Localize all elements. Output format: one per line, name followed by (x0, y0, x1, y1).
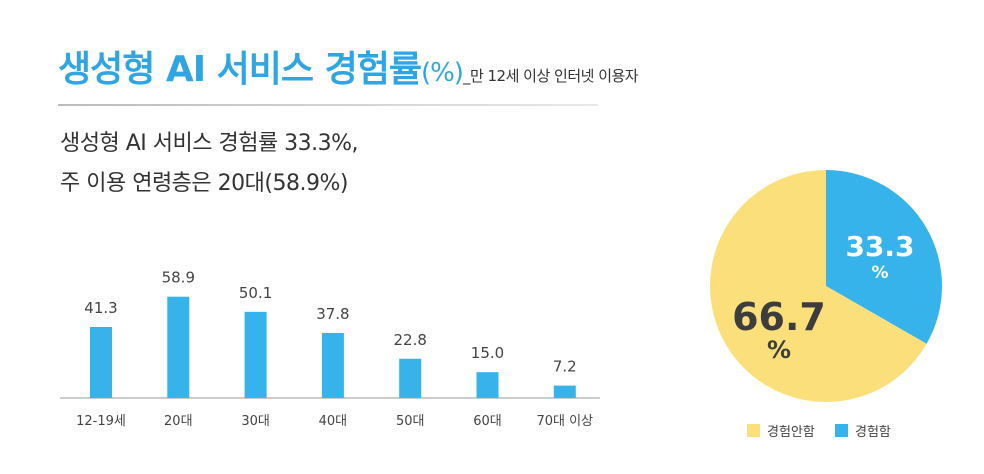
bar-12-19세 (90, 326, 112, 398)
bar-value-label: 41.3 (84, 299, 117, 317)
x-tick-label: 40대 (319, 414, 348, 429)
bar-20대 (167, 296, 190, 398)
title-main: 생성형 AI 서비스 경험률 (58, 49, 422, 90)
x-tick-label: 60대 (473, 414, 502, 429)
title-unit: (%) (420, 58, 464, 88)
pie-slice-경험함 (826, 170, 942, 344)
pie-label-value: 33.3 (845, 230, 914, 263)
chart-title: 생성형 AI 서비스 경험률(%)_만 12세 이상 인터넷 이용자 (58, 40, 639, 92)
headline-line-2: 주 이용 연령층은 20대(58.9%) (60, 171, 348, 196)
bar-value-label: 15.0 (471, 344, 504, 362)
bar-30대 (244, 311, 267, 398)
x-tick-label: 20대 (164, 414, 193, 429)
headline: 생성형 AI 서비스 경험률 33.3%, 주 이용 연령층은 20대(58.9… (60, 124, 359, 204)
bar-value-label: 50.1 (239, 284, 272, 302)
x-tick-label: 12-19세 (76, 414, 126, 429)
legend-label: 경험안함 (767, 425, 815, 440)
x-tick-label: 70대 이상 (537, 414, 594, 429)
title-divider (58, 104, 598, 106)
pie-slice-경험안함 (710, 170, 927, 402)
bar-value-label: 58.9 (162, 269, 195, 287)
legend-swatch-경험안함 (747, 424, 760, 437)
bar-70대 이상 (553, 385, 576, 398)
pie-label-percent: % (871, 263, 888, 283)
legend-swatch-경험함 (835, 424, 848, 437)
x-tick-label: 50대 (396, 414, 425, 429)
pie-label-value: 66.7 (732, 295, 826, 339)
headline-line-1: 생성형 AI 서비스 경험률 33.3%, (60, 131, 359, 156)
bar-40대 (321, 332, 344, 398)
title-subtitle: _만 12세 이상 인터넷 이용자 (462, 67, 639, 85)
legend-label: 경험함 (855, 425, 891, 440)
pie-label-percent: % (767, 336, 791, 364)
bar-60대 (476, 372, 499, 398)
bar-50대 (399, 358, 422, 398)
bar-value-label: 22.8 (393, 331, 426, 349)
x-tick-label: 30대 (241, 414, 270, 429)
bar-value-label: 37.8 (316, 305, 349, 323)
bar-value-label: 7.2 (553, 358, 577, 376)
